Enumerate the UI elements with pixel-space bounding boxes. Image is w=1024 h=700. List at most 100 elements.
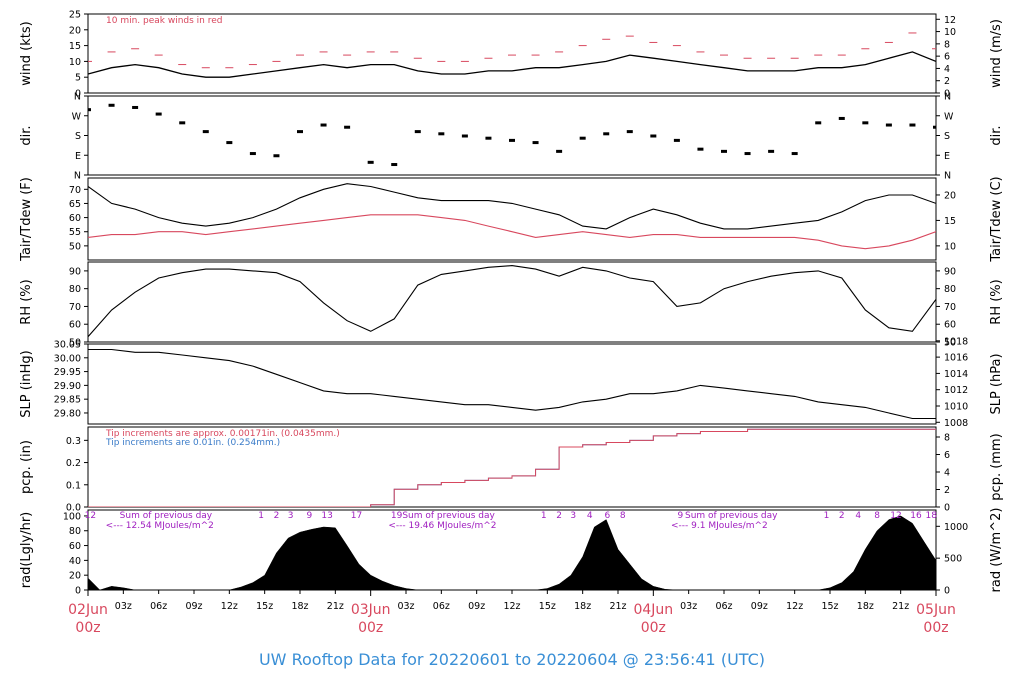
rh-ytick-label-right: 70 <box>944 302 956 313</box>
temp-ylabel: Tair/Tdew (F) <box>19 177 34 262</box>
slp-ytick-label: 29.95 <box>54 367 81 378</box>
dir-ytick-label: S <box>75 131 81 142</box>
rad-hour-marker: 3 <box>570 511 576 521</box>
rad-ytick-label-right: 0 <box>944 586 950 597</box>
dir-ytick-label: E <box>75 151 81 162</box>
dir-point <box>273 154 280 158</box>
rad-hour-marker: 6 <box>605 511 611 521</box>
rad-hour-marker: 4 <box>855 511 861 521</box>
rh-ytick-label: 80 <box>69 284 81 295</box>
dir-point <box>650 134 657 138</box>
temp-ylabel-right: Tair/Tdew (C) <box>989 176 1004 262</box>
day-label-hour: 00z <box>641 620 666 636</box>
dir-ytick-label-right: W <box>944 111 954 122</box>
slp-ylabel-right: SLP (hPa) <box>989 353 1004 414</box>
slp-ytick-label: 29.85 <box>54 395 81 406</box>
pcp-ytick-label-right: 0 <box>944 503 950 514</box>
time-tick-label: 06z <box>715 601 732 612</box>
time-tick-label: 15z <box>821 601 838 612</box>
pcp-plot <box>88 428 936 507</box>
dir-point <box>202 130 209 134</box>
day-label-date: 02Jun <box>68 602 108 618</box>
dir-point <box>768 149 775 153</box>
temp-tdew-line <box>88 214 936 250</box>
pcp-ytick-label-right: 2 <box>944 485 950 496</box>
temp-tair-line <box>88 183 936 230</box>
dir-point <box>88 108 91 112</box>
chart-title: UW Rooftop Data for 20220601 to 20220604… <box>259 650 765 669</box>
wind-sustained-line <box>88 51 936 78</box>
dir-point <box>744 152 751 156</box>
time-tick-label: 03z <box>680 601 697 612</box>
wind-ytick-label-right: 12 <box>944 15 956 26</box>
rad-ytick-label: 60 <box>69 541 81 552</box>
dir-ylabel-right: dir. <box>989 125 1004 145</box>
dir-point <box>461 134 468 138</box>
rh-ytick-label: 70 <box>69 302 81 313</box>
rad-hour-marker: 2 <box>274 511 280 521</box>
dir-point <box>933 125 936 129</box>
rad-hour-marker: 8 <box>874 511 880 521</box>
dir-point <box>885 123 892 127</box>
dir-point <box>909 123 916 127</box>
wind-ytick-label: 0 <box>75 89 81 100</box>
dir-point <box>344 125 351 129</box>
wind-annotation: 10 min. peak winds in red <box>106 16 223 26</box>
temp-plot <box>88 183 936 250</box>
pcp-ytick-label-right: 8 <box>944 433 950 444</box>
rad-sum-value: <--- 12.54 MJoules/m^2 <box>106 521 214 531</box>
dir-point <box>838 116 845 120</box>
rad-sum-value: <--- 19.46 MJoules/m^2 <box>388 521 496 531</box>
time-axis: 03z 06z 09z 12z 15z 18z 21z 03z 06z 09z 12z 15z 18z 2… <box>68 590 956 636</box>
time-tick-label: 21z <box>609 601 626 612</box>
dir-point <box>320 123 327 127</box>
rh-ytick-label: 90 <box>69 266 81 277</box>
rad-ylabel-right: rad (W/m^2) <box>989 508 1004 593</box>
pcp-approx-line <box>88 428 936 507</box>
time-tick-label: 12z <box>503 601 520 612</box>
rh-ylabel: RH (%) <box>19 279 34 324</box>
temp-ytick-label: 60 <box>69 213 81 224</box>
rad-sum-label: Sum of previous day <box>685 511 778 521</box>
temp-ytick-label: 70 <box>69 185 81 196</box>
dir-point <box>556 149 563 153</box>
dir-point <box>673 138 680 142</box>
dir-ytick-label: W <box>72 111 82 122</box>
wind-plot <box>88 32 936 78</box>
dir-frame <box>87 95 937 176</box>
slp-ytick-label-right: 1016 <box>944 353 968 364</box>
rh-ytick-label-right: 60 <box>944 320 956 331</box>
time-tick-label: 21z <box>327 601 344 612</box>
rh-line <box>88 265 936 338</box>
wind-ytick-label: 25 <box>69 10 81 21</box>
rad-hour-marker: 1 <box>824 511 830 521</box>
pcp-ytick-label-right: 4 <box>944 468 950 479</box>
time-tick-label: 06z <box>150 601 167 612</box>
panels-group: wind (kts) wind (m/s)05101520250246810121… <box>19 10 1004 597</box>
rh-ytick-label-right: 50 <box>944 338 956 349</box>
rad-hour-marker: 9 <box>678 511 684 521</box>
pcp-annotation-red: Tip increments are approx. 0.00171in. (0… <box>105 429 340 439</box>
temp-ytick-label-right: 10 <box>944 241 956 252</box>
panel-wind: wind (kts) wind (m/s)05101520250246810121… <box>19 10 1004 100</box>
time-tick-label: 03z <box>115 601 132 612</box>
time-tick-label: 15z <box>256 601 273 612</box>
dir-ytick-label-right: E <box>944 151 950 162</box>
rad-area <box>88 515 936 590</box>
dir-point <box>414 130 421 134</box>
rad-hour-marker: 1 <box>258 511 264 521</box>
slp-ylabel: SLP (inHg) <box>19 350 34 418</box>
pcp-ytick-label: 0.0 <box>66 503 81 514</box>
rad-ytick-label: 20 <box>69 571 81 582</box>
rad-ytick-label: 80 <box>69 526 81 537</box>
dir-ytick-label: N <box>74 171 81 182</box>
rh-ytick-label: 50 <box>69 338 81 349</box>
wind-ytick-label-right: 8 <box>944 39 950 50</box>
rad-hour-marker: 2 <box>556 511 562 521</box>
day-label-date: 05Jun <box>916 602 956 618</box>
rad-plot <box>88 515 936 590</box>
panel-dir: dir. dir.N NE ES SW WN N <box>19 92 1004 182</box>
time-tick-label: 09z <box>468 601 485 612</box>
wind-ytick-label-right: 0 <box>944 89 950 100</box>
